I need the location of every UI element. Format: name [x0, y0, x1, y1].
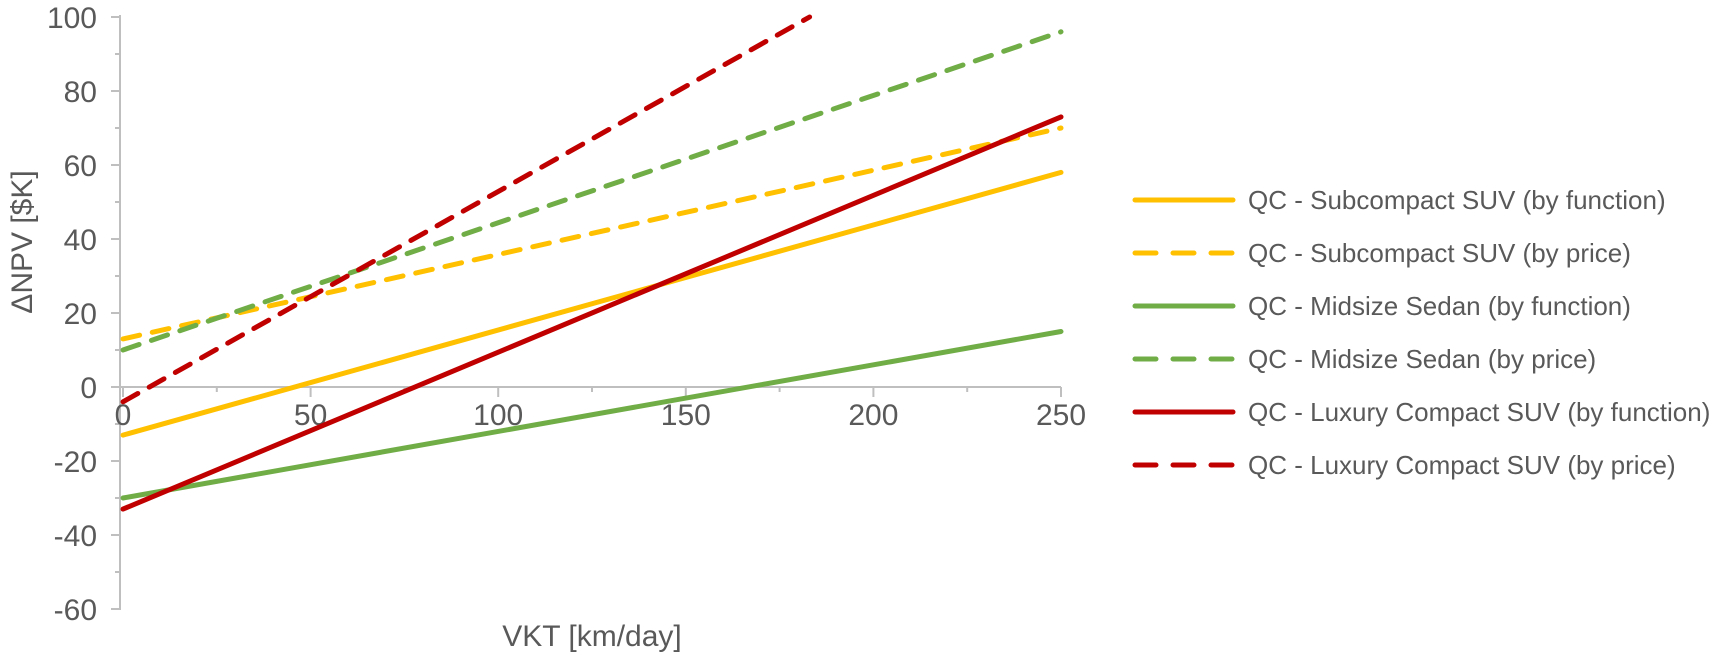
- legend-label: QC - Midsize Sedan (by function): [1248, 290, 1631, 321]
- legend-label: QC - Subcompact SUV (by function): [1248, 184, 1666, 215]
- series-line-2: [120, 125, 1064, 342]
- series-line-6: [120, 14, 813, 405]
- legend-label: QC - Luxury Compact SUV (by price): [1248, 449, 1676, 480]
- y-tick-label: 100: [47, 2, 97, 35]
- legend-line-sample: [1132, 250, 1236, 255]
- y-tick-label: 0: [80, 372, 97, 405]
- legend-line-sample: [1132, 303, 1236, 308]
- legend-label: QC - Midsize Sedan (by price): [1248, 343, 1597, 374]
- series-line-3: [120, 329, 1064, 501]
- legend: QC - Subcompact SUV (by function) QC - Su…: [1132, 173, 1710, 491]
- y-tick-label: 20: [64, 298, 97, 331]
- y-tick-label: 80: [64, 76, 97, 109]
- y-tick-label: 40: [64, 224, 97, 257]
- legend-item-6: QC - Luxury Compact SUV (by price): [1132, 438, 1710, 491]
- series-line-1: [120, 169, 1064, 438]
- series-line-5: [120, 114, 1064, 512]
- x-tick-label: 0: [115, 399, 132, 432]
- legend-item-5: QC - Luxury Compact SUV (by function): [1132, 385, 1710, 438]
- y-tick-label: -60: [54, 594, 97, 627]
- x-tick-label: 150: [661, 399, 711, 432]
- x-tick-label: 250: [1036, 399, 1086, 432]
- series-line-4: [120, 29, 1064, 353]
- x-tick-label: 200: [848, 399, 898, 432]
- legend-line-sample: [1132, 356, 1236, 361]
- y-tick-label: 60: [64, 150, 97, 183]
- legend-line-sample: [1132, 409, 1236, 414]
- legend-label: QC - Luxury Compact SUV (by function): [1248, 396, 1711, 427]
- y-axis-title: ΔNPV [$K]: [6, 170, 39, 313]
- legend-item-1: QC - Subcompact SUV (by function): [1132, 173, 1710, 226]
- y-tick-label: -40: [54, 520, 97, 553]
- legend-label: QC - Subcompact SUV (by price): [1248, 237, 1631, 268]
- x-axis-title: VKT [km/day]: [502, 620, 682, 653]
- series-lines: [120, 14, 1064, 512]
- legend-item-2: QC - Subcompact SUV (by price): [1132, 226, 1710, 279]
- legend-item-3: QC - Midsize Sedan (by function): [1132, 279, 1710, 332]
- y-tick-label: -20: [54, 446, 97, 479]
- legend-line-sample: [1132, 197, 1236, 202]
- legend-line-sample: [1132, 462, 1236, 467]
- legend-item-4: QC - Midsize Sedan (by price): [1132, 332, 1710, 385]
